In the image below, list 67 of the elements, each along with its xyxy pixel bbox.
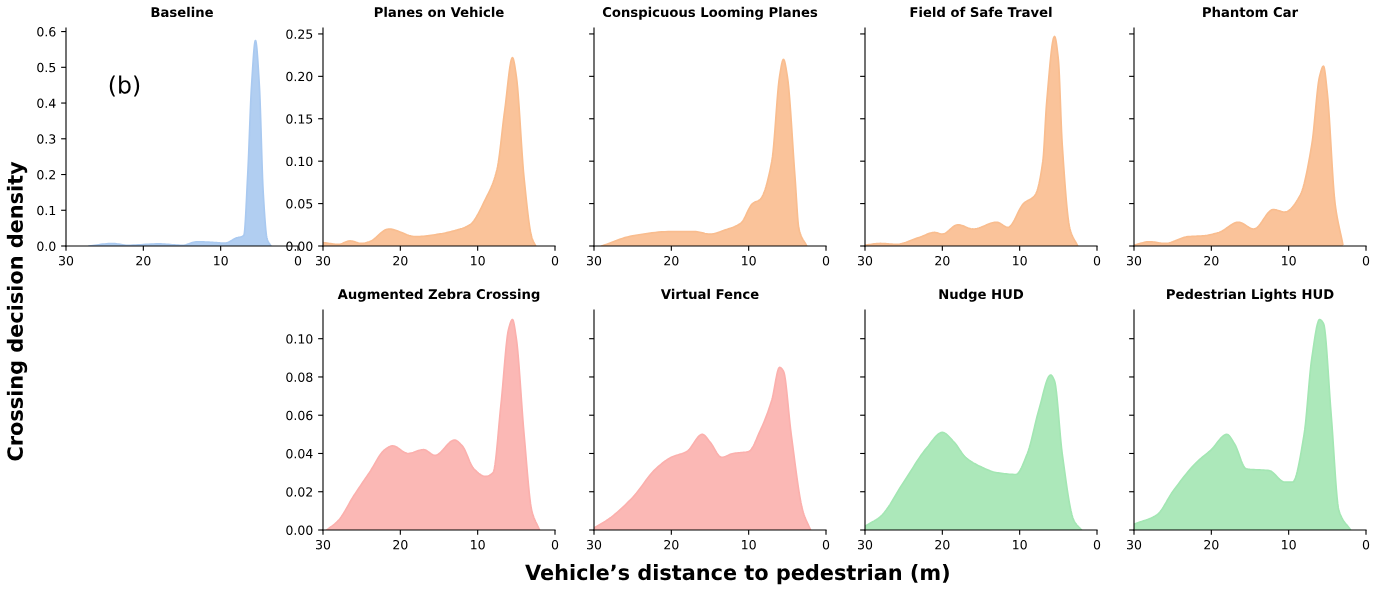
x-tick-label: 20	[664, 255, 679, 266]
x-tick-label: 10	[471, 539, 485, 550]
y-tick-label: 0.02	[286, 487, 313, 497]
x-tick-label: 30	[1127, 255, 1142, 266]
x-tick-label: 10	[1013, 255, 1027, 266]
x-tick-label: 10	[1013, 539, 1027, 550]
chart-title: Nudge HUD	[939, 288, 1024, 302]
x-tick-label: 20	[393, 255, 408, 266]
x-tick-label: 30	[858, 255, 873, 266]
x-tick-label: 10	[214, 255, 228, 266]
y-tick-label: 0.04	[286, 448, 313, 459]
x-tick-label: 0	[822, 255, 830, 266]
y-tick-label: 0.06	[286, 410, 313, 421]
y-tick-label: 0.6	[37, 27, 56, 37]
y-tick-label: 0.10	[286, 156, 313, 167]
y-tick-label: 0.3	[37, 134, 56, 144]
x-tick-label: 30	[59, 255, 74, 266]
x-tick-label: 20	[664, 539, 679, 550]
x-tick-label: 20	[935, 539, 950, 550]
y-axis-title: Crossing decision density	[6, 161, 28, 461]
x-tick-label: 30	[1127, 539, 1142, 550]
x-tick-label: 30	[316, 539, 331, 550]
y-tick-label: 0.1	[37, 205, 56, 216]
y-tick-label: 0.4	[37, 98, 56, 108]
x-tick-label: 0	[551, 255, 559, 266]
x-tick-label: 0	[294, 255, 302, 266]
x-tick-label: 0	[1362, 539, 1370, 550]
y-tick-label: 0.00	[286, 241, 313, 251]
chart-title: Field of Safe Travel	[910, 6, 1052, 18]
x-tick-label: 30	[316, 255, 331, 266]
chart-title: Pedestrian Lights HUD	[1167, 288, 1334, 302]
x-tick-label: 10	[742, 539, 756, 550]
x-tick-label: 30	[858, 539, 873, 550]
x-tick-label: 0	[551, 539, 559, 550]
x-tick-label: 0	[822, 539, 830, 550]
y-tick-label: 0.15	[286, 114, 313, 124]
x-tick-label: 10	[1282, 539, 1296, 550]
chart-title: Phantom Car	[1203, 6, 1299, 18]
chart-title: Conspicuous Looming Planes	[602, 6, 818, 20]
x-tick-label: 20	[136, 255, 151, 266]
y-tick-label: 0.10	[286, 334, 313, 344]
x-tick-label: 20	[1204, 255, 1219, 266]
x-tick-label: 30	[587, 539, 602, 550]
x-tick-label: 10	[471, 255, 485, 266]
chart-title: Virtual Fence	[660, 288, 759, 300]
y-tick-label: 0.05	[286, 199, 313, 209]
y-tick-label: 0.00	[286, 525, 313, 535]
x-tick-label: 10	[1282, 255, 1296, 266]
chart-title: Planes on Vehicle	[374, 6, 504, 18]
x-tick-label: 30	[587, 255, 602, 266]
annotation: (b)	[109, 75, 140, 97]
x-tick-label: 0	[1362, 255, 1370, 266]
y-tick-label: 0.08	[286, 372, 313, 382]
x-tick-label: 20	[393, 539, 408, 550]
x-tick-label: 20	[935, 255, 950, 266]
x-tick-label: 10	[742, 255, 756, 266]
chart-title: Augmented Zebra Crossing	[337, 288, 540, 302]
y-tick-label: 0.0	[37, 241, 56, 251]
x-tick-label: 20	[1204, 539, 1219, 550]
y-tick-label: 0.25	[286, 29, 313, 39]
x-axis-title: Vehicle’s distance to pedestrian (m)	[525, 564, 949, 585]
y-tick-label: 0.20	[286, 71, 313, 82]
y-tick-label: 0.2	[37, 170, 56, 180]
chart-title: Baseline	[151, 6, 213, 18]
x-tick-label: 0	[1093, 539, 1101, 550]
x-tick-label: 0	[1093, 255, 1101, 266]
y-tick-label: 0.5	[37, 62, 56, 73]
